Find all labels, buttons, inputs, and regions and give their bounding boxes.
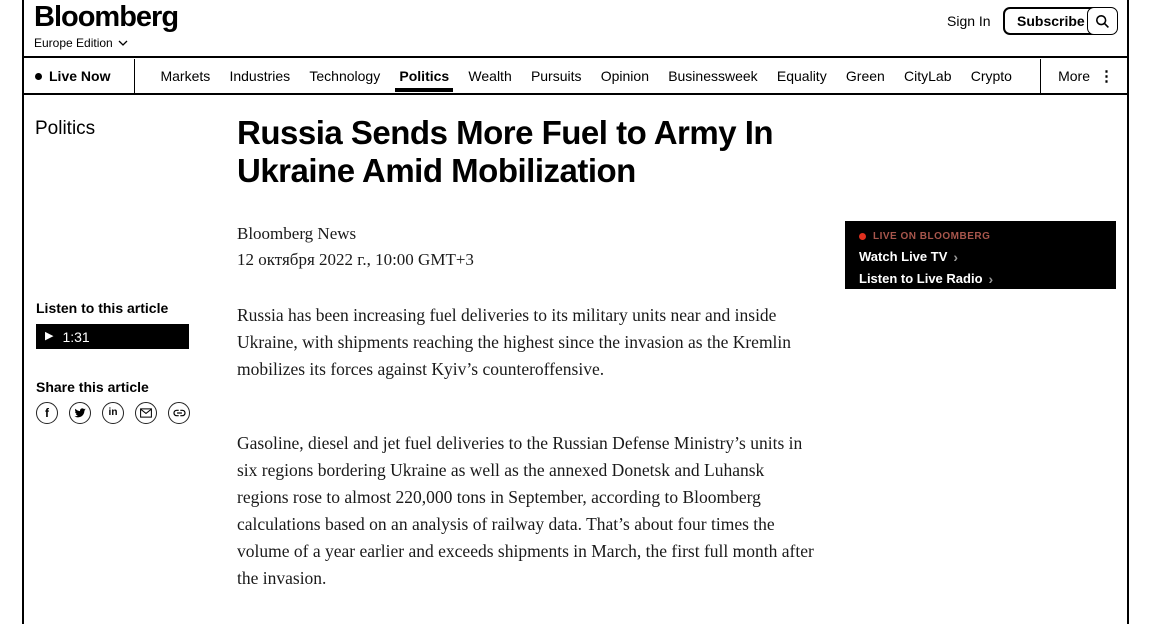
share-linkedin-button[interactable]: in: [102, 402, 124, 424]
play-icon: ▶: [45, 330, 54, 342]
nav-item-equality[interactable]: Equality: [776, 68, 827, 84]
nav-links: Markets Industries Technology Politics W…: [135, 68, 1040, 92]
vertical-dots-icon: ⋮: [1099, 67, 1114, 85]
nav-item-politics[interactable]: Politics: [395, 68, 453, 92]
edition-selector[interactable]: Europe Edition: [34, 36, 128, 50]
nav-item-wealth[interactable]: Wealth: [468, 68, 512, 84]
listen-live-radio-link[interactable]: Listen to Live Radio ›: [859, 271, 1102, 286]
nav-live-now[interactable]: Live Now: [24, 59, 136, 93]
listen-live-radio-label: Listen to Live Radio: [859, 271, 983, 286]
edition-label: Europe Edition: [34, 36, 113, 50]
chevron-right-icon: ›: [988, 270, 994, 287]
main-nav: Live Now Markets Industries Technology P…: [24, 59, 1127, 93]
nav-item-businessweek[interactable]: Businessweek: [668, 68, 758, 84]
facebook-icon: f: [45, 406, 49, 420]
nav-item-technology[interactable]: Technology: [309, 68, 381, 84]
page-frame-right-border: [1127, 0, 1129, 624]
search-icon: [1095, 14, 1110, 29]
email-icon: [140, 408, 152, 418]
header-divider: [22, 56, 1129, 58]
nav-item-industries[interactable]: Industries: [229, 68, 291, 84]
chevron-right-icon: ›: [953, 248, 959, 265]
article-paragraph: Russia has been increasing fuel deliveri…: [237, 305, 792, 379]
nav-item-pursuits[interactable]: Pursuits: [530, 68, 582, 84]
section-label-politics[interactable]: Politics: [35, 118, 96, 139]
share-twitter-button[interactable]: [69, 402, 91, 424]
link-icon: [172, 409, 186, 417]
nav-item-crypto[interactable]: Crypto: [970, 68, 1012, 84]
sign-in-link[interactable]: Sign In: [947, 13, 991, 29]
article-headline: Russia Sends More Fuel to Army In Ukrain…: [237, 114, 774, 189]
article-paragraph: Gasoline, diesel and jet fuel deliveries…: [237, 433, 814, 588]
nav-item-citylab[interactable]: CityLab: [904, 68, 952, 84]
share-email-button[interactable]: [135, 402, 157, 424]
nav-divider: [22, 93, 1129, 95]
nav-item-green[interactable]: Green: [845, 68, 885, 84]
subscribe-button[interactable]: Subscribe: [1003, 7, 1099, 35]
live-box-header: LIVE ON BLOOMBERG: [859, 231, 1102, 242]
share-article-label: Share this article: [36, 379, 149, 395]
share-link-button[interactable]: [168, 402, 190, 424]
article-byline: Bloomberg News: [237, 224, 357, 243]
article-date: 12 октября 2022 г., 10:00 GMT+3: [237, 250, 474, 269]
chevron-down-icon: [118, 40, 128, 46]
search-button[interactable]: [1087, 7, 1118, 35]
audio-duration: 1:31: [62, 328, 90, 345]
nav-more-menu[interactable]: More ⋮: [1040, 59, 1127, 93]
linkedin-icon: in: [108, 407, 118, 418]
twitter-icon: [74, 407, 86, 419]
nav-item-markets[interactable]: Markets: [160, 68, 211, 84]
audio-player[interactable]: ▶ 1:31: [36, 324, 189, 349]
page-frame-left-border: [22, 0, 24, 624]
watch-live-tv-label: Watch Live TV: [859, 249, 948, 264]
share-buttons: f in: [36, 402, 190, 424]
live-red-dot-icon: [859, 233, 866, 240]
live-box-label: LIVE ON BLOOMBERG: [873, 231, 991, 242]
bloomberg-logo[interactable]: Bloomberg: [34, 1, 179, 33]
live-bullet-icon: [35, 72, 42, 80]
live-on-bloomberg-box: LIVE ON BLOOMBERG Watch Live TV › Listen…: [845, 221, 1116, 289]
nav-item-opinion[interactable]: Opinion: [600, 68, 649, 84]
watch-live-tv-link[interactable]: Watch Live TV ›: [859, 249, 1102, 264]
share-facebook-button[interactable]: f: [36, 402, 58, 424]
nav-more-label: More: [1058, 68, 1090, 84]
listen-article-label: Listen to this article: [36, 300, 169, 316]
nav-live-now-label: Live Now: [49, 68, 111, 84]
